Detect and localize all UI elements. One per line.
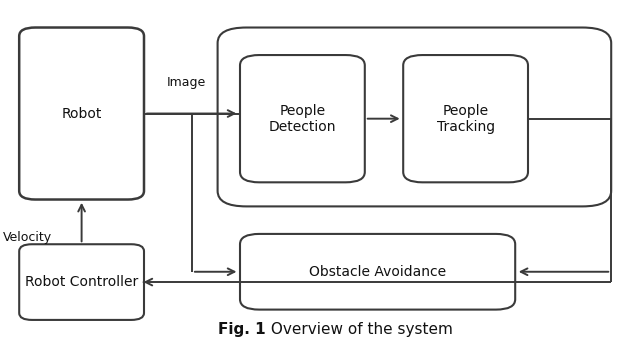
FancyBboxPatch shape — [403, 55, 528, 182]
Text: Velocity: Velocity — [3, 231, 52, 244]
FancyBboxPatch shape — [240, 55, 365, 182]
Text: People
Detection: People Detection — [269, 104, 336, 134]
FancyBboxPatch shape — [218, 28, 611, 206]
Text: Robot Controller: Robot Controller — [25, 275, 138, 289]
Text: People
Tracking: People Tracking — [436, 104, 495, 134]
Text: Obstacle Avoidance: Obstacle Avoidance — [309, 265, 446, 279]
FancyBboxPatch shape — [240, 234, 515, 310]
FancyBboxPatch shape — [19, 28, 144, 200]
FancyBboxPatch shape — [19, 244, 144, 320]
Text: Robot: Robot — [61, 107, 102, 120]
Text: Overview of the system: Overview of the system — [266, 322, 452, 337]
Text: Fig. 1: Fig. 1 — [218, 322, 265, 337]
Text: Image: Image — [166, 76, 205, 89]
